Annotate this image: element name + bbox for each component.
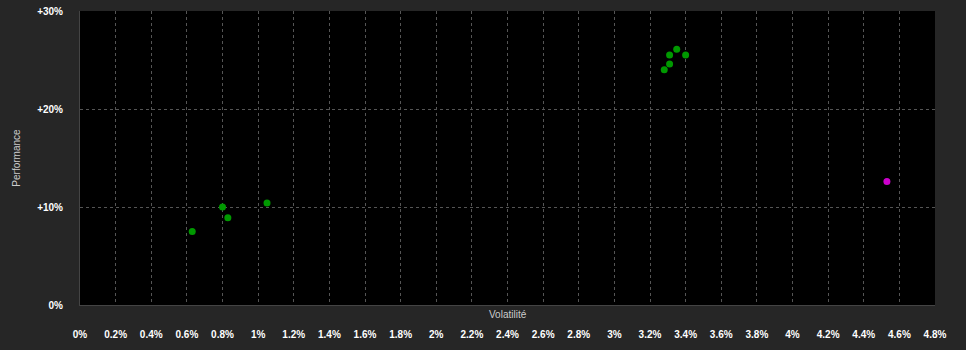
svg-text:3.8%: 3.8% — [745, 329, 768, 340]
svg-text:3%: 3% — [607, 329, 622, 340]
svg-text:+30%: +30% — [37, 6, 63, 17]
svg-text:+20%: +20% — [37, 104, 63, 115]
svg-text:2.6%: 2.6% — [532, 329, 555, 340]
svg-text:1.8%: 1.8% — [389, 329, 412, 340]
svg-text:2.4%: 2.4% — [496, 329, 519, 340]
svg-text:0%: 0% — [49, 300, 64, 311]
svg-text:4%: 4% — [785, 329, 800, 340]
svg-text:3.4%: 3.4% — [674, 329, 697, 340]
svg-text:1.2%: 1.2% — [282, 329, 305, 340]
svg-text:3.6%: 3.6% — [710, 329, 733, 340]
svg-text:4.6%: 4.6% — [888, 329, 911, 340]
svg-text:1.6%: 1.6% — [354, 329, 377, 340]
svg-text:Volatilité: Volatilité — [489, 309, 527, 320]
svg-text:2.2%: 2.2% — [460, 329, 483, 340]
svg-text:+10%: +10% — [37, 202, 63, 213]
svg-text:2.8%: 2.8% — [567, 329, 590, 340]
svg-text:1%: 1% — [251, 329, 266, 340]
svg-text:1.4%: 1.4% — [318, 329, 341, 340]
svg-text:0.8%: 0.8% — [211, 329, 234, 340]
svg-text:4.2%: 4.2% — [817, 329, 840, 340]
svg-text:0.4%: 0.4% — [140, 329, 163, 340]
svg-text:0%: 0% — [73, 329, 88, 340]
svg-text:3.2%: 3.2% — [639, 329, 662, 340]
svg-text:Performance: Performance — [11, 129, 22, 187]
svg-text:4.4%: 4.4% — [852, 329, 875, 340]
svg-text:0.2%: 0.2% — [104, 329, 127, 340]
svg-text:4.8%: 4.8% — [924, 329, 947, 340]
svg-text:2%: 2% — [429, 329, 444, 340]
svg-text:0.6%: 0.6% — [175, 329, 198, 340]
